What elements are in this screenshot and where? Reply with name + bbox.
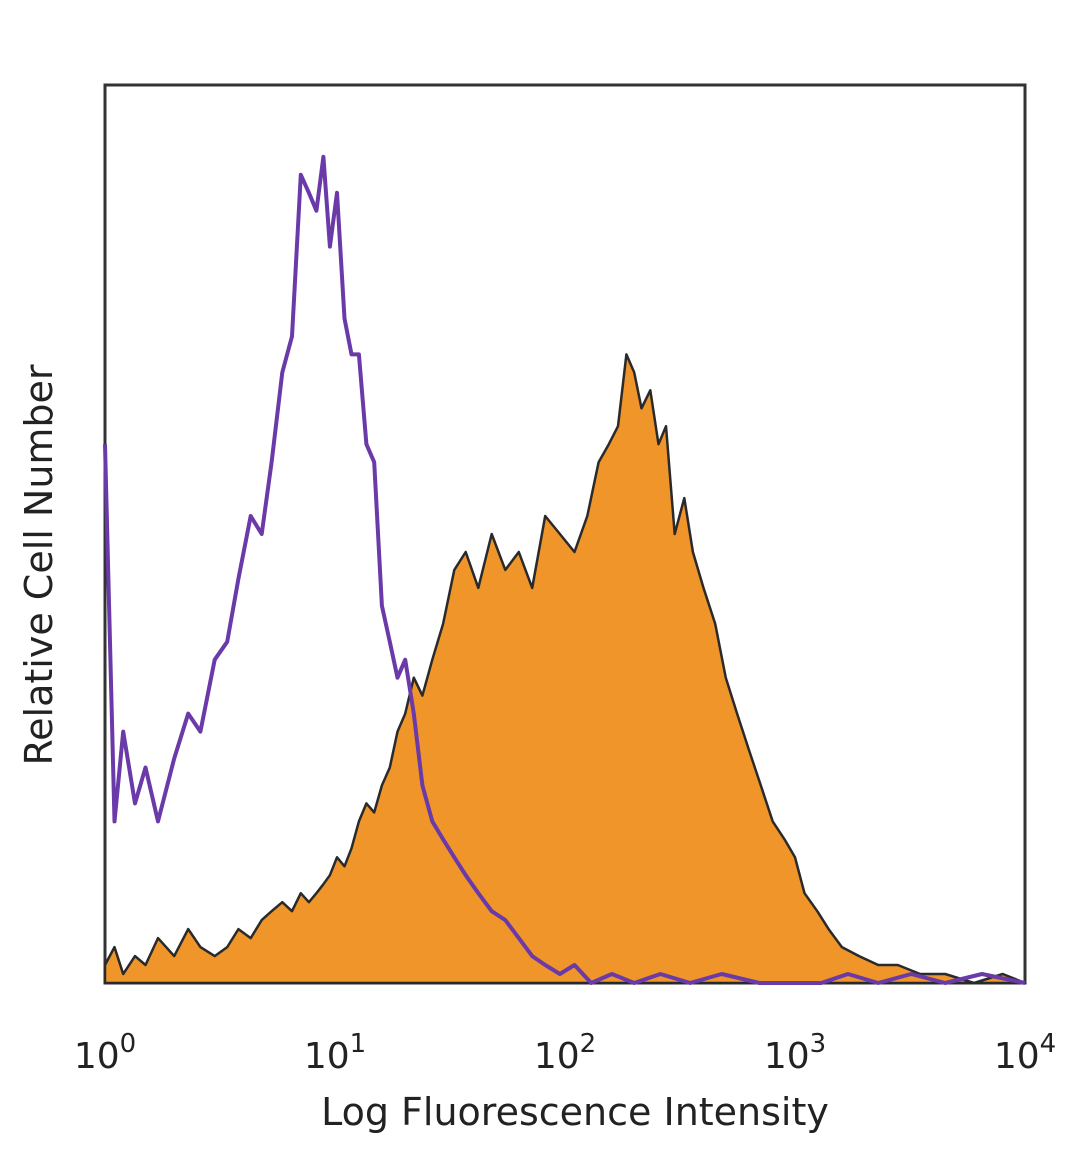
x-tick-label-3: 103 xyxy=(764,1029,826,1077)
x-tick-label-1: 101 xyxy=(304,1029,366,1077)
plot-area xyxy=(103,83,1027,985)
x-tick-label-0: 100 xyxy=(74,1029,136,1077)
x-axis-title: Log Fluorescence Intensity xyxy=(321,1090,829,1134)
series-0-histogram xyxy=(103,154,1026,985)
x-tick-label-4: 104 xyxy=(994,1029,1056,1077)
x-axis-ticks: 100 101 102 103 104 xyxy=(74,1029,1056,1077)
series-1-histogram xyxy=(103,353,1027,985)
y-axis-title: Relative Cell Number xyxy=(17,364,61,765)
series-layer xyxy=(103,154,1027,985)
x-tick-label-2: 102 xyxy=(534,1029,596,1077)
